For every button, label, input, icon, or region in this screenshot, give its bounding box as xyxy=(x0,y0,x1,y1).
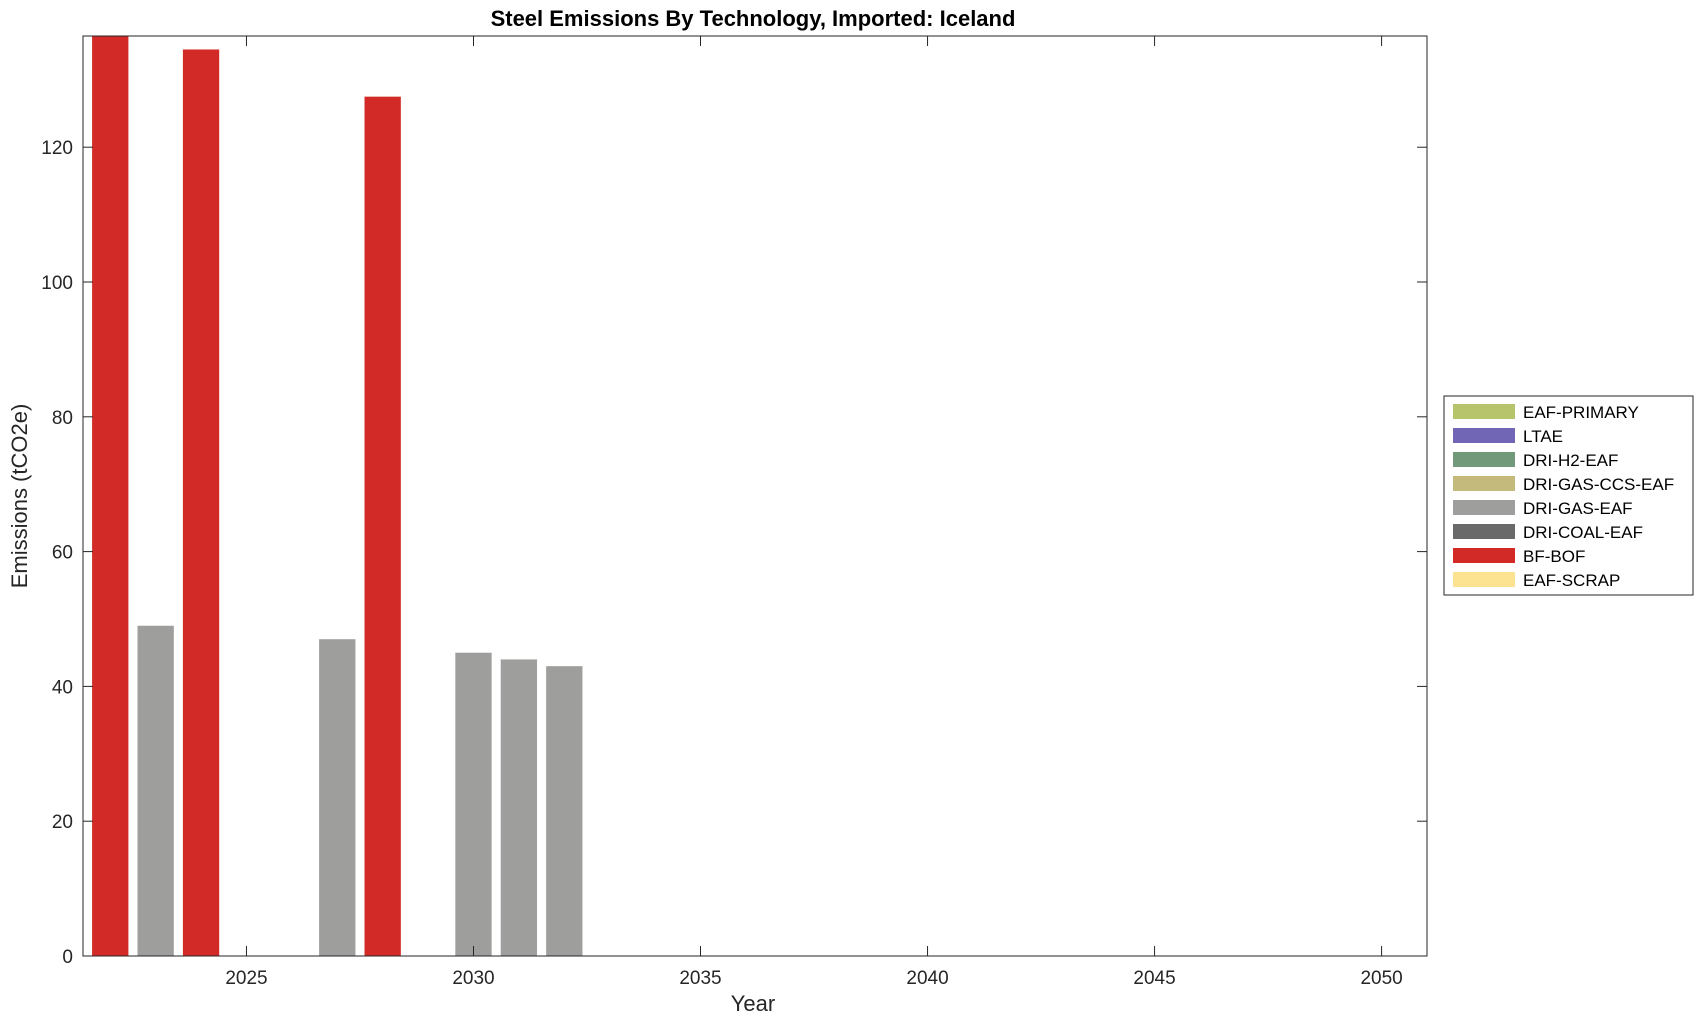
legend-label-ltae: LTAE xyxy=(1523,427,1563,446)
legend-swatch-dri-gas-eaf xyxy=(1453,500,1515,515)
y-tick-label: 20 xyxy=(52,812,73,833)
y-tick-label: 40 xyxy=(52,677,73,698)
plot-area xyxy=(83,36,1427,956)
bar-dri-gas-eaf-2023 xyxy=(137,625,174,956)
chart-title: Steel Emissions By Technology, Imported:… xyxy=(491,6,1016,31)
x-tick-label: 2050 xyxy=(1360,968,1402,989)
legend-swatch-eaf-scrap xyxy=(1453,572,1515,587)
bar-bf-bof-2024 xyxy=(182,49,220,957)
bars-layer xyxy=(92,36,583,957)
y-tick-label: 0 xyxy=(62,947,73,968)
bar-dri-gas-eaf-2032 xyxy=(546,666,583,956)
legend-swatch-dri-h2-eaf xyxy=(1453,452,1515,467)
bar-dri-gas-eaf-2030 xyxy=(455,652,492,956)
bar-dri-gas-eaf-2027 xyxy=(319,639,356,956)
legend-label-dri-gas-ccs-eaf: DRI-GAS-CCS-EAF xyxy=(1523,475,1674,494)
legend-label-dri-h2-eaf: DRI-H2-EAF xyxy=(1523,451,1618,470)
bar-dri-gas-eaf-2031 xyxy=(500,659,538,956)
legend-swatch-eaf-primary xyxy=(1453,404,1515,419)
x-tick-label: 2035 xyxy=(679,968,721,989)
x-tick-label: 2030 xyxy=(452,968,494,989)
legend-label-bf-bof: BF-BOF xyxy=(1523,547,1585,566)
x-tick-label: 2045 xyxy=(1133,968,1175,989)
legend-label-eaf-primary: EAF-PRIMARY xyxy=(1523,403,1639,422)
y-tick-label: 80 xyxy=(52,408,73,429)
bar-bf-bof-2022 xyxy=(92,36,129,956)
legend-label-dri-coal-eaf: DRI-COAL-EAF xyxy=(1523,523,1643,542)
legend-swatch-ltae xyxy=(1453,428,1515,443)
legend-label-dri-gas-eaf: DRI-GAS-EAF xyxy=(1523,499,1633,518)
legend-swatch-dri-coal-eaf xyxy=(1453,524,1515,539)
y-tick-label: 120 xyxy=(41,138,73,159)
y-tick-label: 100 xyxy=(41,273,73,294)
legend-swatch-bf-bof xyxy=(1453,548,1515,563)
legend-label-eaf-scrap: EAF-SCRAP xyxy=(1523,571,1620,590)
y-axis-label: Emissions (tCO2e) xyxy=(7,404,32,589)
x-tick-label: 2040 xyxy=(906,968,948,989)
legend: EAF-PRIMARY LTAE DRI-H2-EAF DRI-GAS-CCS-EAF… xyxy=(1443,395,1694,596)
x-tick-label: 2025 xyxy=(225,968,267,989)
bar-bf-bof-2028 xyxy=(364,96,401,956)
plot-frame xyxy=(82,35,1428,957)
x-axis-label: Year xyxy=(731,991,775,1016)
y-tick-label: 60 xyxy=(52,543,73,564)
legend-swatch-dri-gas-ccs-eaf xyxy=(1453,476,1515,491)
